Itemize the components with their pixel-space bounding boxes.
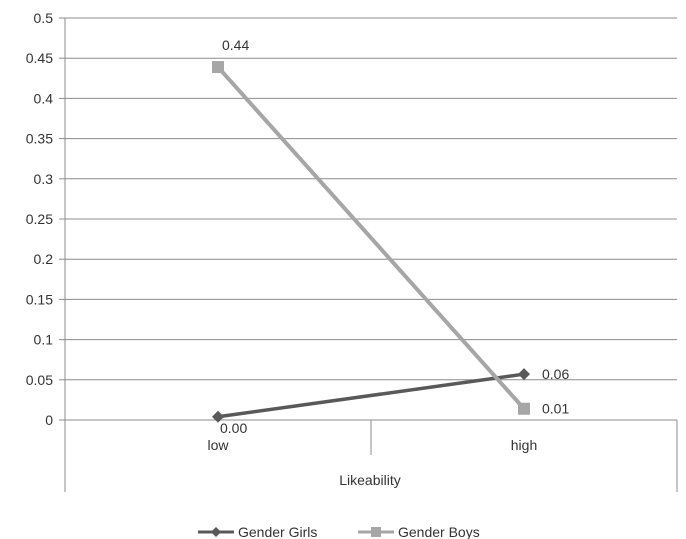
y-tick-label: 0.1 xyxy=(34,332,54,348)
data-label: 0.00 xyxy=(220,420,247,436)
legend-entry: Gender Girls xyxy=(198,524,317,539)
data-labels: 0.00 0.06 0.44 0.01 xyxy=(220,37,569,436)
y-tick-label: 0.05 xyxy=(26,372,53,388)
x-category-label: high xyxy=(511,437,537,453)
y-tick-label: 0.25 xyxy=(26,211,53,227)
y-tick-label: 0.45 xyxy=(26,50,53,66)
x-axis-title: Likeability xyxy=(339,472,400,488)
legend-label: Gender Boys xyxy=(398,524,480,539)
y-axis-ticks: 0 0.05 0.1 0.15 0.2 0.25 0.3 0.35 0.4 0.45 0.5 xyxy=(26,10,53,428)
axes xyxy=(59,17,678,492)
series-line xyxy=(216,372,526,419)
data-point xyxy=(518,402,530,415)
y-tick-label: 0.35 xyxy=(26,131,53,147)
legend-marker xyxy=(211,527,221,537)
x-axis-categories: low high xyxy=(207,437,537,453)
y-tick-label: 0.2 xyxy=(34,251,54,267)
y-tick-label: 0 xyxy=(45,412,53,428)
legend: Gender Girls Gender Boys xyxy=(198,524,480,539)
data-point xyxy=(212,61,224,74)
legend-label: Gender Girls xyxy=(238,524,317,539)
legend-entry: Gender Boys xyxy=(358,524,480,539)
data-point xyxy=(212,410,224,423)
y-tick-label: 0.4 xyxy=(34,90,54,106)
y-tick-label: 0.3 xyxy=(34,171,54,187)
data-point xyxy=(518,368,530,381)
series-line xyxy=(216,65,526,411)
x-category-label: low xyxy=(207,437,229,453)
y-tick-label: 0.15 xyxy=(26,291,53,307)
legend-marker xyxy=(371,527,381,537)
data-label: 0.06 xyxy=(542,366,569,382)
y-tick-label: 0.5 xyxy=(34,10,54,26)
data-label: 0.01 xyxy=(542,401,569,417)
series-layer xyxy=(212,61,530,423)
data-label: 0.44 xyxy=(222,37,249,53)
gridlines xyxy=(65,17,677,421)
